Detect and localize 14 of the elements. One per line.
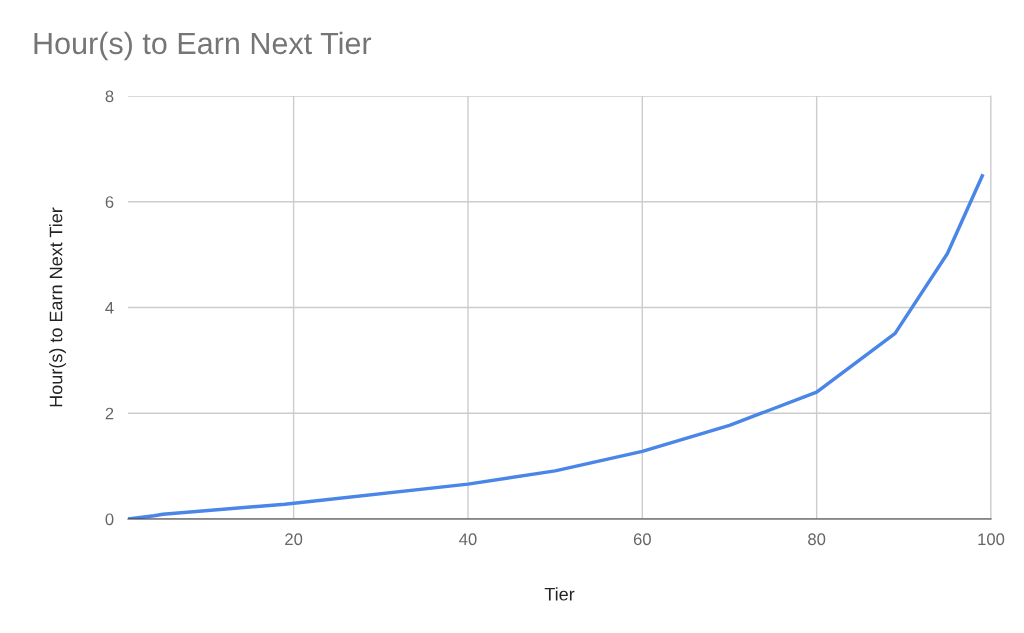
chart-title: Hour(s) to Earn Next Tier (34, 31, 372, 61)
y-tick-label: 8 (105, 90, 114, 103)
x-tick-label: 100 (978, 533, 1005, 546)
y-tick-label: 2 (105, 407, 114, 420)
line-series (128, 174, 985, 519)
y-axis-title: Hour(s) to Earn Next Tier (49, 207, 66, 407)
x-axis-title: Tier (544, 587, 575, 601)
y-tick-label: 0 (105, 513, 114, 526)
x-tick-label: 40 (459, 533, 477, 546)
y-tick-label: 6 (105, 196, 114, 208)
x-tick-label: 80 (808, 533, 826, 546)
x-tick-label: 60 (633, 533, 651, 546)
y-tick-label: 4 (105, 302, 114, 314)
x-tick-label: 20 (285, 533, 303, 546)
